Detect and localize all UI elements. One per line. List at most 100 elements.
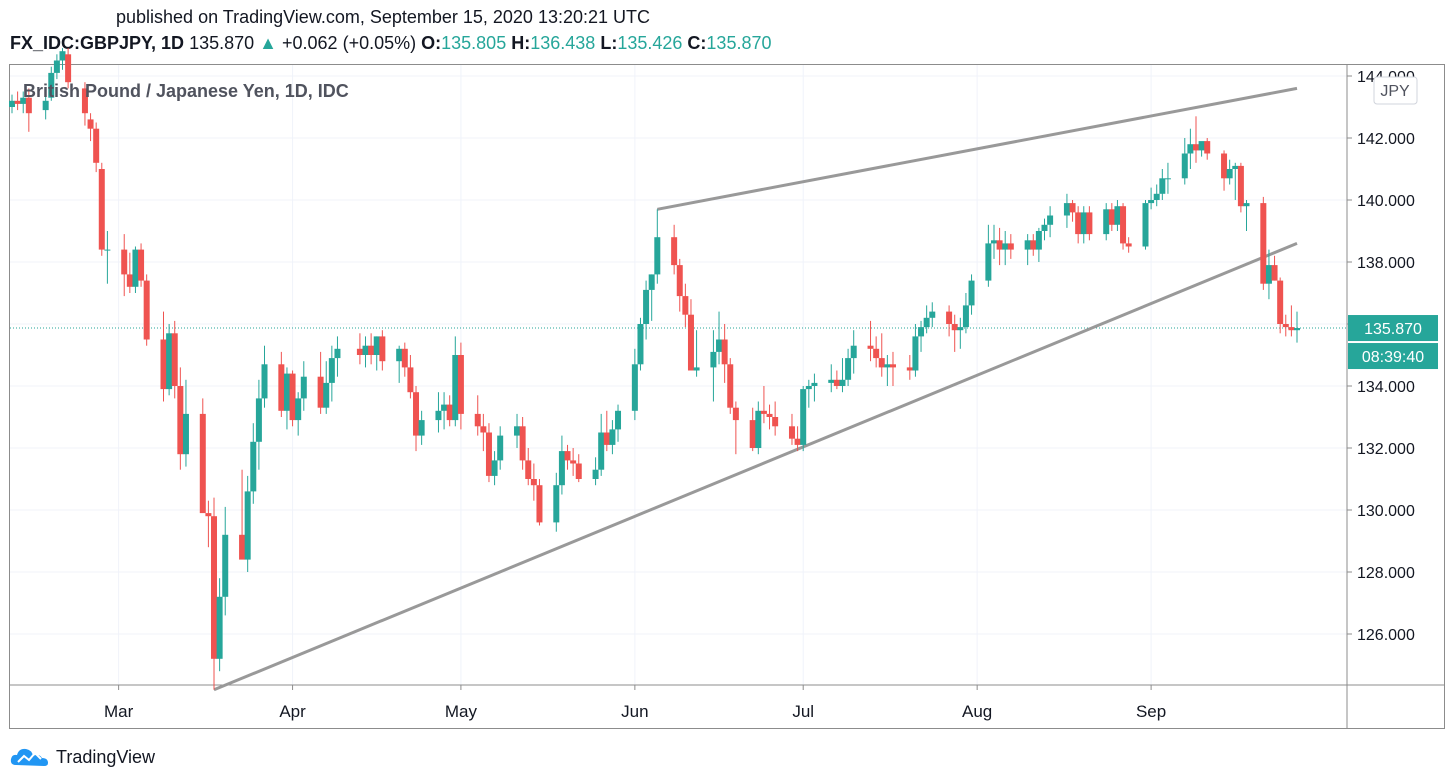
chart-title: British Pound / Japanese Yen, 1D, IDC: [23, 81, 349, 101]
candle-body: [491, 460, 498, 476]
candle: [912, 324, 919, 377]
candle: [1288, 305, 1295, 337]
candle-body: [536, 485, 543, 523]
candle-body: [1277, 280, 1284, 324]
candle-body: [255, 398, 262, 442]
candle-body: [654, 237, 661, 275]
candle: [918, 320, 925, 352]
candle: [418, 410, 425, 445]
candle: [564, 444, 571, 470]
candle-body: [396, 348, 403, 362]
candle-body: [457, 355, 464, 414]
candle-body: [160, 339, 167, 390]
price-change: +0.062 (+0.05%): [282, 33, 417, 53]
candle: [878, 333, 885, 377]
candle-body: [323, 382, 330, 408]
candle: [693, 330, 700, 377]
candle: [1294, 311, 1300, 343]
currency-badge[interactable]: [1373, 76, 1418, 105]
candle: [1159, 169, 1166, 200]
candle-body: [760, 410, 767, 414]
candle: [845, 348, 852, 386]
candle-body: [631, 364, 638, 411]
candle: [1277, 277, 1284, 334]
candle: [435, 392, 442, 433]
candle-body: [918, 327, 925, 337]
candle: [721, 324, 728, 383]
candle: [794, 426, 801, 452]
candle-body: [93, 128, 100, 163]
candle: [1030, 234, 1037, 256]
candle-body: [418, 420, 425, 436]
candle-body: [480, 426, 487, 433]
candle-body: [1125, 243, 1132, 247]
candle-body: [20, 97, 27, 104]
candle-body: [317, 376, 324, 408]
chart-frame: [9, 64, 1445, 729]
candle: [1148, 187, 1155, 210]
candle-body: [643, 289, 650, 324]
candle-body: [1075, 212, 1082, 235]
candle-body: [413, 392, 420, 436]
candle: [1265, 249, 1272, 300]
candle-body: [800, 389, 807, 445]
candle-body: [42, 100, 49, 111]
candle-body: [794, 438, 801, 445]
candle-body: [957, 327, 964, 331]
candle-body: [603, 432, 610, 445]
candle: [278, 351, 285, 417]
candle: [87, 113, 94, 142]
tradingview-brand[interactable]: TradingView: [56, 746, 156, 767]
candle-body: [81, 88, 88, 114]
candle: [1063, 193, 1070, 228]
candle: [1204, 138, 1211, 160]
y-tick-label: 138.000: [1357, 255, 1415, 272]
candle: [514, 413, 521, 448]
candle-body: [289, 373, 296, 421]
candle: [530, 463, 537, 501]
candle: [946, 305, 953, 337]
candle: [171, 320, 178, 399]
candle: [222, 506, 229, 616]
candle-body: [98, 169, 105, 250]
last-price: 135.870: [189, 33, 255, 53]
candle: [682, 283, 689, 328]
candle-body: [592, 469, 599, 479]
candle-body: [138, 249, 145, 281]
candle-body: [1148, 200, 1155, 204]
overlay-labels: British Pound / Japanese Yen, 1D, IDC JP…: [23, 76, 1418, 105]
candle-body: [946, 311, 953, 324]
candle-body: [525, 460, 532, 479]
candle: [20, 91, 27, 114]
candle-body: [278, 364, 285, 411]
candle: [592, 457, 599, 486]
candle: [81, 82, 88, 126]
grid-lines: [10, 65, 1347, 685]
candle-body: [671, 237, 678, 266]
candle-body: [732, 407, 739, 421]
x-tick-label: Apr: [279, 702, 306, 721]
candle-body: [805, 386, 812, 390]
candle: [261, 345, 268, 408]
candle: [788, 413, 795, 445]
candle-body: [261, 364, 268, 399]
x-tick-label: Jul: [792, 702, 814, 721]
candle-body: [334, 348, 341, 359]
candle-body: [362, 345, 369, 355]
candle-body: [906, 367, 913, 371]
trendlines: [213, 86, 1298, 692]
candle: [923, 305, 930, 334]
candle-body: [1114, 206, 1121, 225]
candle-body: [222, 534, 229, 597]
candle-body: [239, 534, 246, 560]
candle-body: [1204, 141, 1211, 154]
symbol-name[interactable]: FX_IDC:GBPJPY, 1D: [10, 33, 185, 53]
candle: [760, 386, 767, 424]
candle-body: [575, 463, 582, 479]
candle: [755, 401, 762, 455]
candle-body: [328, 358, 335, 383]
close-label: C:: [687, 33, 707, 53]
x-tick-label: Sep: [1136, 702, 1166, 721]
candle: [710, 330, 717, 402]
